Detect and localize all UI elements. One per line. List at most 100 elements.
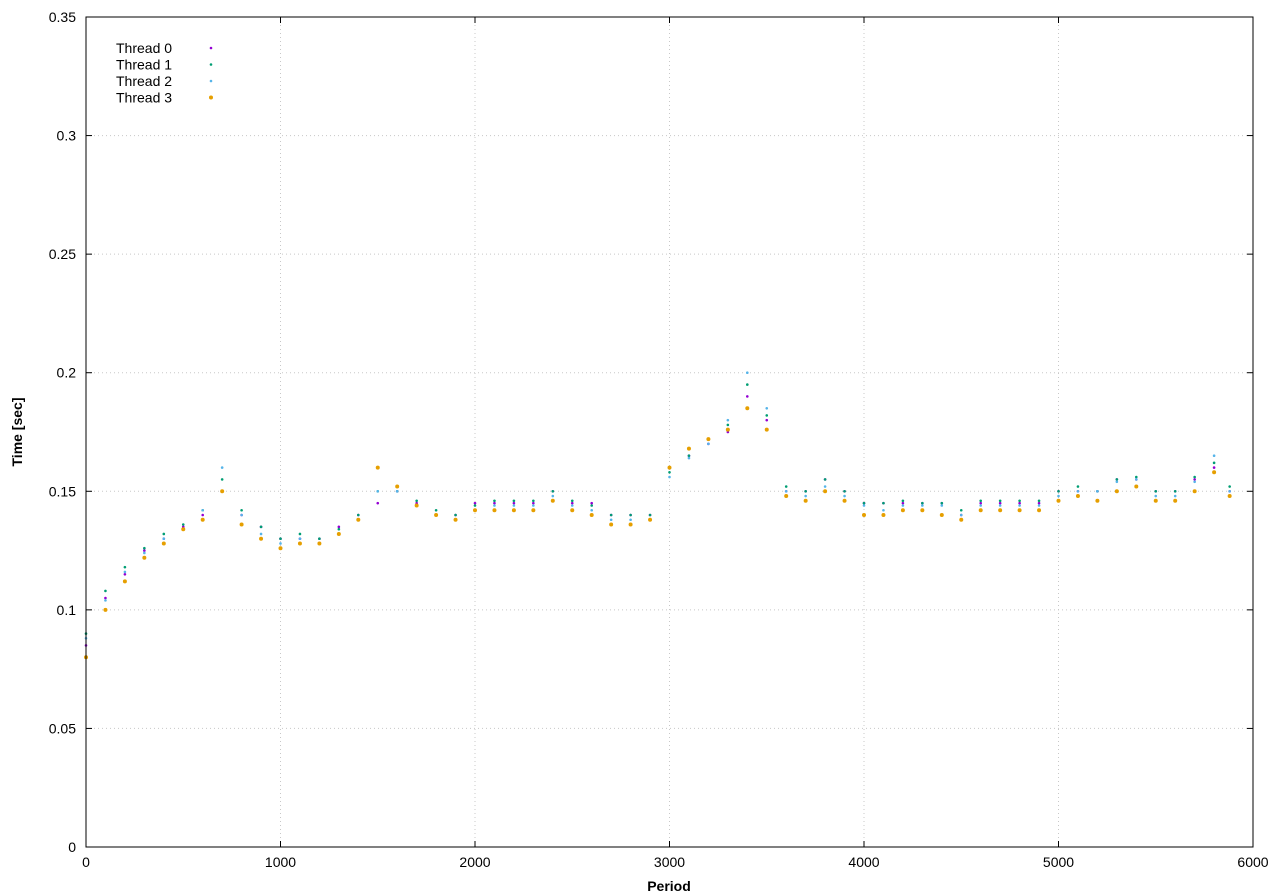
y-tick-label: 0 [68,839,76,855]
data-point [746,395,749,398]
data-point [336,531,341,536]
data-point [979,501,982,505]
data-point [1192,489,1197,494]
data-point [998,504,1002,507]
data-point [279,542,282,545]
data-point [764,427,769,432]
data-point [959,508,963,512]
data-point [1212,461,1216,465]
data-point [726,418,730,422]
data-point [940,501,944,505]
x-axis-ticks: 0 1000 2000 3000 4000 5000 6000 [82,17,1269,870]
data-point [511,508,516,513]
data-point [279,537,282,541]
data-point [979,504,982,507]
data-point [570,499,574,503]
data-point [629,518,632,522]
data-point [317,541,322,546]
data-point [259,532,263,536]
data-point [1076,489,1080,493]
data-point [1227,494,1232,499]
data-point [900,508,905,513]
data-point [628,522,633,527]
data-point [512,499,516,503]
data-point [415,499,418,503]
data-point [434,508,438,512]
data-point [1154,494,1158,498]
data-point [1057,489,1060,493]
data-point [1135,475,1138,479]
legend-label: Thread 0 [116,40,172,56]
data-point [804,489,807,493]
x-tick-label: 1000 [265,854,296,870]
data-point [765,418,769,422]
data-point [940,504,944,507]
data-point [259,525,263,529]
data-point [706,437,711,442]
data-point [200,517,205,522]
data-point [823,485,827,488]
legend-marker [209,63,213,66]
y-tick-label: 0.05 [49,720,76,736]
data-point [1115,478,1119,481]
data-point [1173,498,1178,503]
data-point [979,499,982,503]
data-point [1075,494,1080,499]
data-point [803,498,808,503]
data-point [492,508,497,513]
data-point [725,427,730,432]
data-point [590,504,593,507]
x-tick-label: 5000 [1043,854,1074,870]
data-point [122,579,127,584]
y-tick-label: 0.15 [49,483,76,499]
data-point [493,499,496,503]
x-tick-label: 0 [82,854,90,870]
x-tick-label: 3000 [654,854,685,870]
data-point [784,489,788,493]
data-point [881,513,886,517]
data-point [181,527,186,532]
legend-marker [209,46,213,50]
data-point [843,489,846,493]
data-point [1018,499,1021,503]
data-point [901,504,905,507]
data-point [823,478,827,481]
data-point [376,489,380,493]
data-point [1056,498,1061,503]
data-point [648,513,652,517]
data-point [434,513,439,517]
data-point [298,537,302,541]
data-point [1017,508,1022,513]
data-point [220,466,224,469]
data-point [784,494,789,499]
data-point [842,498,847,503]
data-point [862,501,866,505]
data-point [395,489,399,493]
data-point [570,501,574,505]
data-point [570,504,574,507]
data-point [1173,494,1177,498]
data-point [337,525,341,529]
data-point [239,522,244,527]
data-point [765,406,769,410]
data-point [1018,504,1021,507]
data-point [920,508,925,513]
data-point [590,508,593,512]
data-point [551,494,555,498]
data-point [161,541,166,546]
data-point [1212,470,1217,475]
data-point [901,501,905,505]
data-point [687,454,691,458]
y-tick-label: 0.1 [57,602,77,618]
data-point [376,501,380,505]
data-point [143,551,146,555]
data-point [862,504,866,507]
data-point [1212,466,1216,469]
y-axis-ticks: 0 0.05 0.1 0.15 0.2 0.25 0.3 0.35 [49,9,1253,855]
data-point [162,532,166,536]
data-point [687,456,691,460]
data-point [473,504,477,507]
data-point [123,572,127,576]
data-point [201,513,204,517]
